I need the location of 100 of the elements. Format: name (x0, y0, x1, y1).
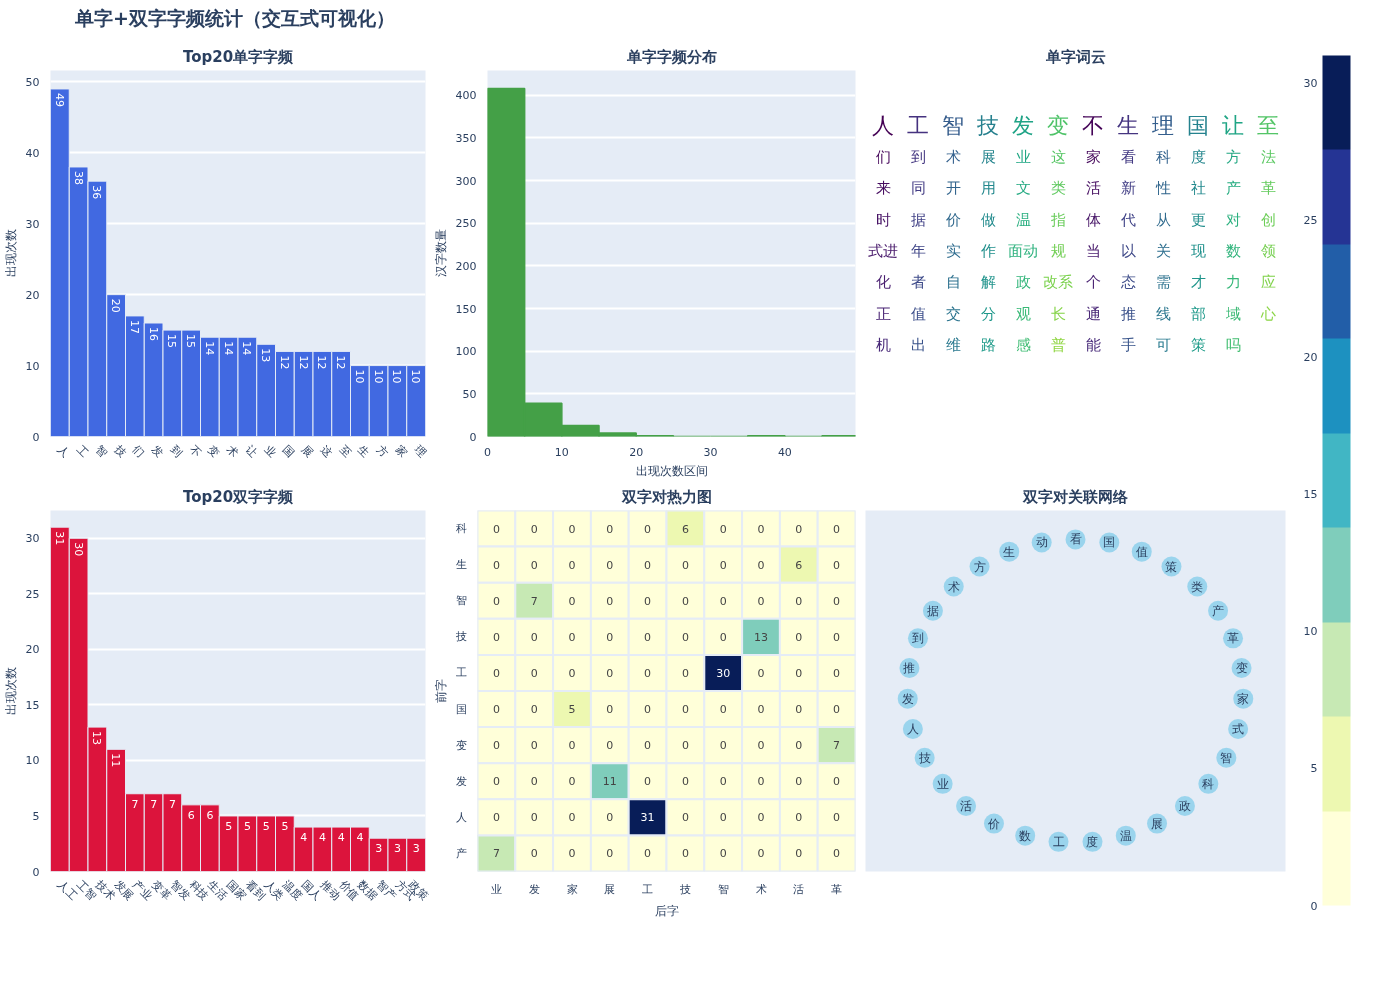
data-label: 0 (833, 811, 841, 825)
data-label: 0 (719, 522, 727, 536)
data-label: 0 (681, 558, 689, 572)
data-label: 6 (681, 522, 689, 536)
text: 技 (976, 112, 999, 138)
data-label: 0 (757, 775, 765, 789)
text: 力 (1225, 273, 1241, 292)
text: 数 (1225, 241, 1241, 260)
y-tick-label: 200 (455, 259, 477, 273)
data-label: 0 (719, 703, 727, 717)
text: 政 (1178, 799, 1191, 814)
data-label: 5 (568, 703, 576, 717)
text: 产 (1212, 603, 1225, 618)
data-label: 0 (795, 630, 803, 644)
y-tick-label: 技 (454, 630, 467, 644)
text: 线 (1155, 304, 1171, 323)
text: 改系 (1043, 273, 1073, 292)
color-bar-label: 10 (1303, 625, 1318, 639)
text: 术 (947, 579, 960, 594)
x-tick-label: 这 (317, 442, 335, 460)
y-tick-label: 发 (455, 774, 467, 788)
data-label: 7 (492, 847, 500, 861)
y-axis-title: 出现次数 (3, 229, 18, 278)
data-label: 0 (492, 522, 500, 536)
y-axis-title: 汉字数量 (433, 229, 448, 278)
text: 价 (986, 816, 1000, 831)
data-label: 0 (719, 847, 727, 861)
data-label: 5 (243, 819, 251, 833)
data-label: 12 (334, 355, 348, 370)
text: 关 (1155, 241, 1171, 260)
data-label: 0 (606, 522, 614, 536)
text: 展 (1151, 816, 1164, 831)
data-label: 0 (568, 847, 576, 861)
text: 机 (875, 336, 891, 354)
x-tick-label: 智 (717, 882, 729, 896)
text: 做 (980, 210, 996, 229)
data-label: 0 (833, 775, 841, 789)
text: 活 (960, 799, 973, 814)
text: 理 (1152, 112, 1174, 138)
data-label: 0 (530, 666, 538, 680)
y-tick-label: 40 (25, 146, 40, 160)
data-label: 0 (492, 811, 500, 825)
text: 政 (1015, 273, 1031, 292)
text: 才 (1190, 273, 1206, 292)
text: 式进 (868, 241, 898, 260)
y-tick-label: 15 (25, 698, 40, 712)
data-label: 10 (352, 369, 366, 384)
text: 人 (872, 112, 894, 138)
data-label: 0 (719, 594, 727, 608)
text: 业 (1015, 147, 1031, 166)
data-label: 14 (240, 341, 254, 356)
text: 方 (1225, 147, 1241, 166)
x-tick-label: 活 (793, 882, 805, 896)
data-label: 7 (833, 739, 841, 753)
data-label: 0 (757, 558, 765, 572)
text: 从 (1155, 210, 1171, 229)
text: 新 (1120, 179, 1136, 198)
chart-title: Top20双字字频 (182, 487, 295, 506)
y-tick-label: 0 (469, 430, 477, 444)
data-label: 0 (568, 666, 576, 680)
text: 家 (1237, 691, 1250, 706)
text: 国 (1187, 112, 1209, 138)
data-label: 0 (795, 739, 803, 753)
color-bar-label: 5 (1310, 762, 1318, 776)
y-tick-label: 智 (455, 594, 467, 608)
data-label: 16 (146, 327, 160, 342)
data-label: 0 (757, 739, 765, 753)
data-label: 7 (150, 797, 158, 811)
data-label: 14 (221, 341, 235, 356)
text: 到 (911, 631, 924, 646)
data-label: 10 (409, 369, 423, 384)
text: 化 (875, 273, 891, 292)
data-label: 0 (606, 666, 614, 680)
text: 到 (910, 147, 926, 166)
y-tick-label: 生 (455, 558, 467, 572)
x-tick-label: 发 (149, 442, 166, 460)
text: 用 (980, 179, 996, 198)
data-label: 0 (530, 522, 538, 536)
data-label: 0 (530, 775, 538, 789)
y-tick-label: 50 (25, 75, 40, 89)
text: 出 (910, 336, 926, 354)
x-tick-label: 不 (186, 442, 204, 460)
chart-title: 单字字频分布 (625, 47, 717, 66)
text: 以 (1120, 241, 1136, 260)
data-label: 31 (640, 811, 655, 825)
text: 交 (945, 304, 961, 323)
data-label: 0 (795, 522, 803, 536)
text: 通 (1085, 304, 1101, 323)
text: 据 (926, 603, 939, 618)
x-tick-label: 方 (374, 442, 391, 460)
text: 吗 (1225, 336, 1241, 354)
data-label: 0 (757, 847, 765, 861)
data-label: 0 (492, 703, 500, 717)
data-label: 0 (492, 775, 500, 789)
text: 长 (1050, 304, 1066, 323)
text: 变 (1235, 661, 1248, 676)
text: 人 (906, 722, 919, 736)
text: 单字+双字字频统计（交互式可视化） (75, 6, 395, 31)
color-bar-label: 30 (1303, 76, 1318, 90)
text: 术 (945, 147, 961, 166)
